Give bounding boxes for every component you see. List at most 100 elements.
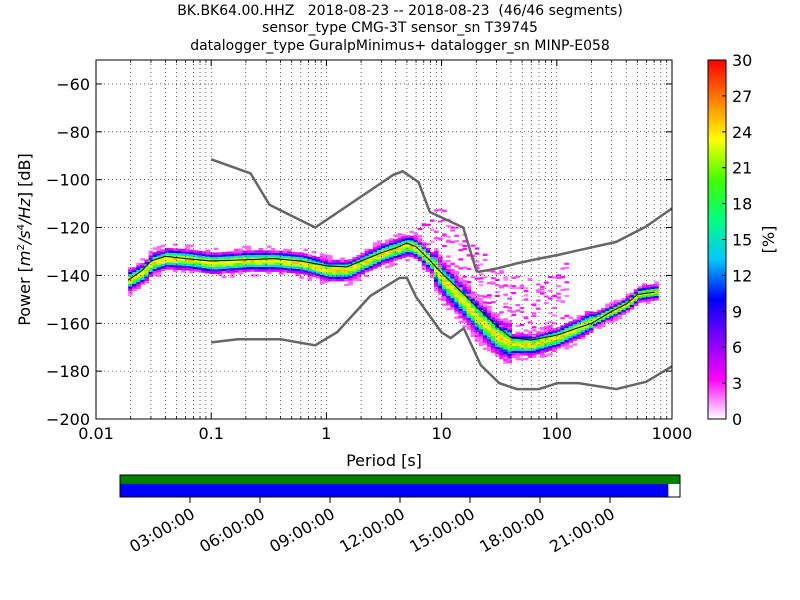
- heat-cell: [650, 298, 655, 302]
- heat-cell: [221, 256, 227, 260]
- heat-cell: [230, 258, 235, 261]
- heat-cell: [356, 259, 362, 263]
- heat-cell: [552, 344, 557, 348]
- heat-cell: [368, 249, 374, 252]
- heat-cell: [226, 263, 231, 266]
- heat-cell: [580, 337, 586, 340]
- heat-cell: [552, 337, 557, 341]
- heat-cell: [482, 295, 488, 298]
- heat-cell: [336, 262, 341, 265]
- heat-cell: [234, 267, 239, 271]
- heat-cell: [544, 335, 549, 338]
- heat-cell: [348, 271, 353, 274]
- heat-cell: [503, 344, 508, 347]
- heat-cell: [523, 336, 529, 339]
- heat-cell: [438, 238, 443, 241]
- heat-cell: [368, 265, 374, 269]
- heat-cell: [462, 298, 468, 302]
- heat-cell: [144, 273, 149, 277]
- heat-cell: [560, 267, 565, 270]
- heat-cell: [197, 253, 202, 256]
- heat-cell: [311, 258, 317, 261]
- heat-cell: [156, 258, 162, 261]
- heat-cell: [613, 299, 618, 303]
- heat-cell: [474, 267, 480, 270]
- heat-cell: [548, 331, 553, 335]
- heat-cell: [221, 254, 227, 257]
- heat-cell: [417, 235, 423, 238]
- heat-cell: [633, 289, 639, 292]
- heat-cell: [601, 310, 606, 313]
- heat-cell: [323, 280, 329, 284]
- heat-cell: [425, 248, 431, 251]
- heat-cell: [584, 311, 590, 314]
- heat-cell: [193, 259, 198, 263]
- heat-cell: [523, 334, 529, 337]
- heat-cell: [181, 268, 186, 271]
- heat-cell: [466, 281, 472, 284]
- heat-cell: [491, 328, 496, 332]
- heat-cell: [417, 237, 423, 240]
- heat-cell: [605, 303, 610, 306]
- heat-cell: [442, 270, 447, 273]
- heat-cell: [234, 270, 239, 273]
- heat-cell: [466, 289, 472, 292]
- heat-cell: [270, 247, 276, 251]
- heat-cell: [360, 255, 366, 258]
- timeline-tick-label: 06:00:00: [196, 504, 268, 556]
- heat-cell: [454, 273, 459, 276]
- heat-cell: [413, 249, 419, 252]
- heat-cell: [405, 259, 410, 262]
- heat-cell: [234, 251, 239, 254]
- heat-cell: [266, 264, 272, 267]
- heat-cell: [434, 209, 439, 212]
- heat-cell: [495, 313, 500, 316]
- heat-cell: [495, 342, 500, 345]
- heat-cell: [295, 261, 300, 265]
- heat-cell: [332, 259, 337, 263]
- heat-cell: [450, 302, 455, 305]
- heat-cell: [515, 331, 521, 334]
- heat-cell: [470, 313, 476, 316]
- heat-cell: [393, 243, 398, 247]
- heat-cell: [450, 290, 455, 293]
- heat-cell: [438, 297, 443, 300]
- heat-cell: [474, 317, 480, 321]
- heat-cell: [217, 252, 223, 255]
- heat-cell: [438, 268, 443, 272]
- heat-cell: [425, 260, 431, 263]
- heat-cell: [140, 270, 145, 273]
- heat-cell: [556, 277, 561, 280]
- heat-cell: [393, 234, 398, 237]
- heat-cell: [287, 270, 292, 273]
- heat-cell: [348, 261, 353, 264]
- heat-cell: [482, 311, 488, 314]
- heat-cell: [299, 254, 304, 258]
- heat-cell: [173, 260, 178, 263]
- heat-cell: [548, 329, 553, 332]
- heat-cell: [340, 259, 345, 263]
- heat-cell: [499, 340, 504, 343]
- heat-cell: [576, 331, 582, 335]
- heat-cell: [344, 274, 349, 277]
- heat-cell: [503, 278, 508, 281]
- heat-cell: [466, 301, 472, 304]
- heat-cell: [605, 310, 610, 314]
- heat-cell: [458, 280, 463, 283]
- heat-cell: [156, 253, 162, 256]
- heat-cell: [128, 276, 133, 279]
- heat-cell: [515, 287, 521, 290]
- heat-cell: [136, 284, 141, 287]
- heat-cell: [466, 254, 472, 257]
- heat-cell: [376, 250, 382, 253]
- heat-cell: [560, 325, 565, 328]
- heat-cell: [495, 294, 500, 298]
- chart-title-line-1: BK.BK64.00.HHZ 2018-08-23 -- 2018-08-23 …: [177, 3, 623, 19]
- heat-cell: [429, 228, 435, 231]
- heat-cell: [454, 278, 459, 281]
- heat-cell: [348, 278, 353, 281]
- heat-cell: [226, 266, 231, 269]
- heat-cell: [213, 264, 219, 267]
- heat-cell: [295, 264, 300, 267]
